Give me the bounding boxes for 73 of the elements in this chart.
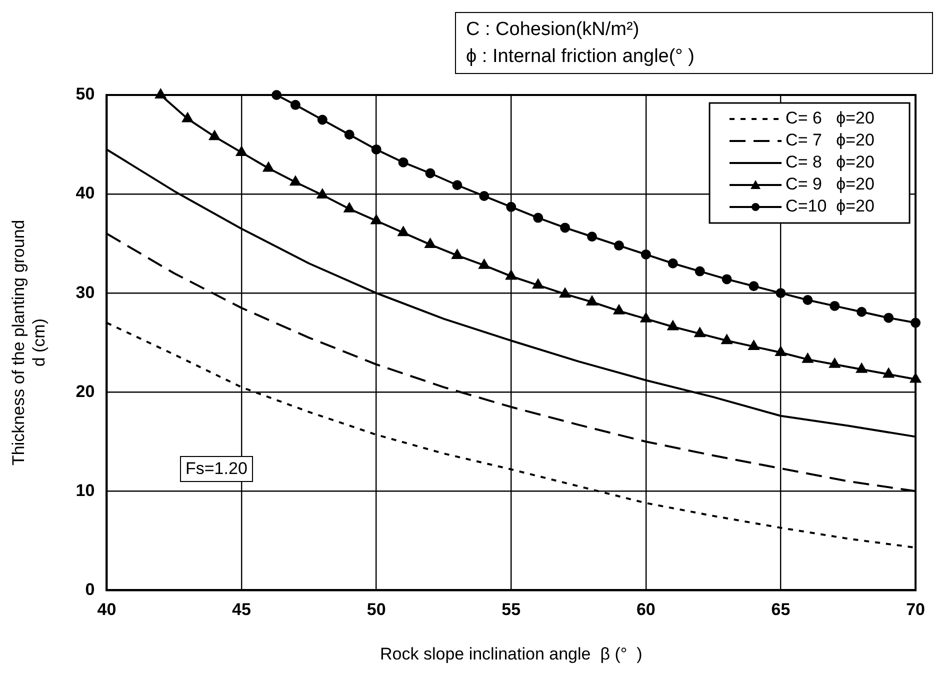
point	[830, 300, 840, 311]
point	[344, 202, 355, 212]
annotation: Fs=1.20	[180, 456, 254, 482]
point	[640, 249, 651, 260]
x-tick-label: 70	[906, 600, 926, 620]
x-tick-label: 65	[771, 600, 790, 620]
point	[856, 363, 867, 373]
point	[856, 306, 867, 317]
point	[452, 180, 462, 190]
point	[802, 295, 813, 306]
point	[748, 340, 760, 350]
y-tick-label: 30	[76, 282, 95, 302]
point	[290, 176, 301, 186]
y-tick-label: 50	[76, 84, 95, 104]
point	[802, 353, 814, 363]
point	[452, 249, 463, 259]
x-tick-label: 40	[97, 600, 116, 620]
point	[586, 296, 598, 306]
x-tick-label: 55	[502, 600, 521, 620]
point	[748, 281, 759, 292]
point	[560, 222, 570, 233]
point	[829, 358, 840, 368]
point	[883, 368, 894, 378]
text: C : Cohesion(kN/m²)	[466, 18, 640, 42]
x-tick-label: 60	[636, 600, 656, 620]
point	[668, 258, 678, 268]
point	[640, 312, 652, 322]
x-axis-title: Rock slope inclination angle β (° )	[380, 644, 642, 664]
point	[398, 226, 409, 236]
x-tick-label: 50	[366, 600, 386, 620]
point	[506, 270, 516, 280]
point	[694, 328, 706, 338]
x-tick-label: 45	[232, 600, 251, 620]
point	[290, 100, 300, 110]
point	[317, 189, 328, 199]
y-tick-label: 0	[85, 580, 95, 599]
point	[209, 130, 220, 140]
legend-label: C= 6 ϕ=20	[786, 108, 874, 128]
point	[721, 334, 732, 344]
point	[775, 346, 786, 356]
legend-label: C=10 ϕ=20	[786, 196, 874, 216]
text: ϕ : Internal friction angle(° )	[466, 45, 696, 69]
legend-label: C= 8 ϕ=20	[786, 152, 874, 172]
point	[614, 304, 624, 314]
point	[182, 112, 193, 122]
point	[722, 274, 732, 284]
point	[398, 157, 408, 168]
point	[236, 146, 247, 156]
point	[344, 130, 354, 140]
point	[506, 202, 516, 212]
y-tick-label: 20	[76, 382, 95, 401]
y-tick-label: 10	[76, 480, 95, 500]
point	[424, 238, 436, 248]
point	[371, 144, 382, 154]
legend-label: C= 9 ϕ=20	[786, 174, 874, 194]
point	[776, 288, 786, 298]
point	[479, 191, 490, 202]
y-tick-label: 40	[76, 184, 95, 203]
point	[263, 162, 274, 172]
point	[532, 279, 544, 289]
legend-label: C= 7 ϕ=20	[786, 130, 874, 150]
point	[587, 232, 598, 242]
point	[668, 320, 678, 330]
point	[533, 212, 544, 223]
point	[317, 114, 328, 125]
point	[694, 266, 705, 276]
point	[478, 259, 490, 269]
point	[370, 214, 382, 224]
point	[425, 168, 436, 178]
point	[614, 240, 624, 251]
point	[884, 312, 894, 323]
y-axis-title: Thickness of the planting ground d (cm)	[8, 220, 48, 466]
point	[560, 288, 570, 298]
